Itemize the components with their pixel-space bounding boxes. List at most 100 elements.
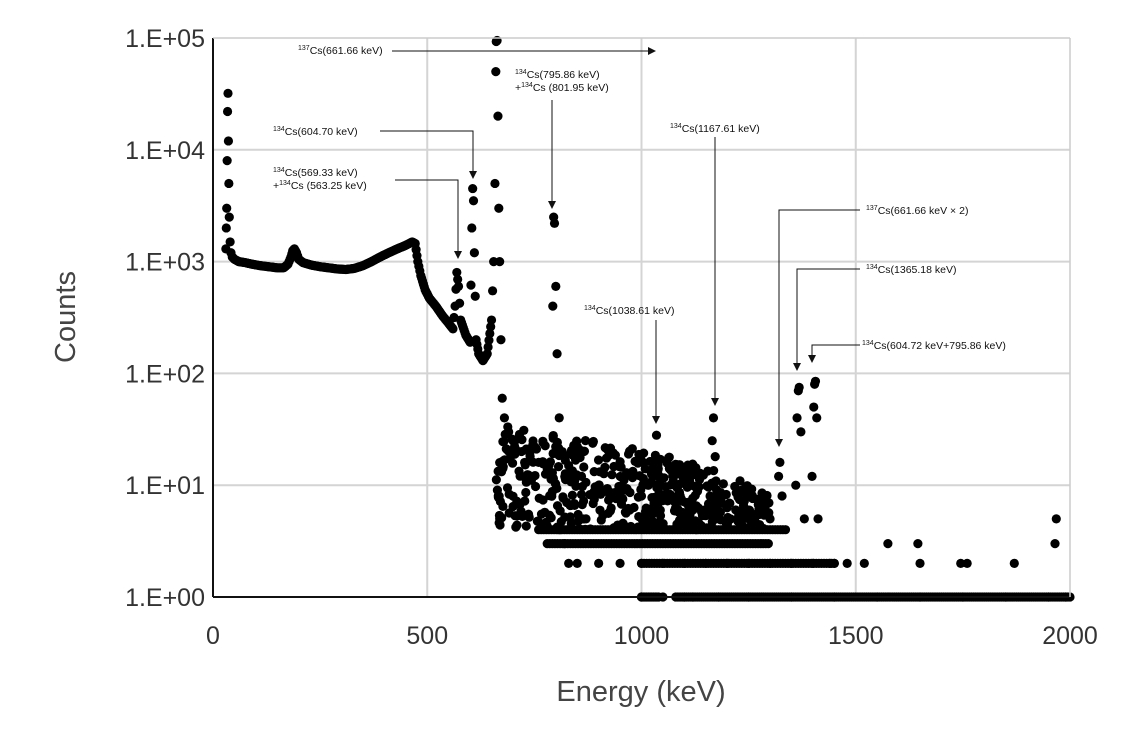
data-point	[221, 223, 231, 233]
data-point	[507, 458, 518, 468]
data-point	[483, 342, 493, 352]
data-point	[468, 183, 478, 194]
data-point	[642, 523, 653, 533]
data-point	[913, 539, 923, 549]
data-point	[577, 500, 587, 510]
data-point	[566, 477, 576, 487]
annotation-label: 134Cs(604.70 keV)	[273, 126, 358, 138]
data-point	[485, 328, 495, 339]
data-point	[653, 483, 663, 493]
annotation-arrow	[775, 209, 860, 447]
data-point	[566, 518, 576, 528]
data-point	[581, 514, 591, 524]
data-point	[493, 111, 503, 121]
x-tick-label: 1500	[828, 622, 884, 650]
data-point	[552, 349, 562, 359]
data-point	[521, 487, 531, 498]
data-point	[451, 284, 461, 294]
data-point	[573, 516, 583, 526]
annotation-label: 134Cs(1167.61 keV)	[670, 123, 760, 135]
data-point	[647, 509, 658, 519]
data-point	[530, 481, 541, 492]
data-point	[564, 558, 574, 568]
data-point	[774, 471, 784, 481]
data-point	[735, 476, 745, 486]
data-point	[580, 524, 590, 534]
data-point	[694, 474, 705, 485]
data-point	[222, 156, 232, 166]
data-point	[481, 350, 491, 360]
data-point	[225, 237, 235, 247]
data-point	[572, 558, 582, 568]
data-point	[794, 382, 804, 392]
data-point	[674, 487, 685, 497]
annotation-label: 137Cs(661.66 keV)	[298, 45, 383, 57]
data-point	[718, 479, 728, 489]
annotation-arrow	[808, 344, 860, 363]
data-point	[548, 301, 558, 311]
data-point	[504, 427, 514, 437]
annotation-label-line2: +134Cs (801.95 keV)	[515, 82, 609, 94]
data-point	[703, 466, 713, 476]
data-point	[663, 453, 674, 463]
annotation-label: 134Cs(569.33 keV)	[273, 167, 358, 179]
data-point	[466, 280, 476, 290]
data-point	[554, 413, 564, 423]
axes	[212, 37, 1071, 598]
data-point	[464, 336, 474, 346]
x-tick-label: 0	[206, 622, 220, 650]
data-point	[812, 413, 822, 423]
data-point	[560, 471, 570, 482]
data-point	[842, 558, 852, 568]
data-point	[633, 522, 643, 532]
data-point	[748, 520, 758, 531]
data-point	[449, 312, 459, 323]
data-point	[753, 499, 763, 510]
data-point	[799, 514, 809, 524]
data-point	[486, 315, 497, 325]
data-point	[636, 558, 647, 568]
data-point	[224, 212, 234, 222]
data-point	[807, 471, 817, 481]
data-point	[521, 521, 531, 531]
data-point	[810, 376, 821, 386]
y-axis-title: Counts	[50, 271, 82, 363]
x-tick-label: 500	[406, 622, 448, 650]
y-tick-label: 1.E+03	[125, 249, 205, 277]
data-point	[570, 455, 581, 465]
data-point	[520, 460, 530, 470]
data-point	[491, 67, 501, 77]
data-point	[705, 491, 715, 501]
data-point	[1050, 539, 1060, 549]
data-points	[221, 35, 1075, 602]
data-point	[499, 436, 509, 447]
data-point	[679, 558, 689, 568]
data-point	[685, 497, 695, 507]
data-point	[559, 539, 569, 549]
data-point	[562, 497, 572, 508]
data-point	[1051, 514, 1061, 524]
data-point	[503, 446, 513, 456]
data-point	[714, 497, 724, 508]
data-point	[511, 522, 521, 532]
data-point	[504, 489, 514, 499]
data-point	[741, 486, 751, 496]
data-point	[468, 196, 479, 206]
x-tick-label: 2000	[1042, 622, 1098, 650]
data-point	[707, 436, 717, 446]
data-point	[540, 441, 550, 451]
data-point	[548, 433, 558, 443]
data-point	[223, 88, 233, 98]
x-tick-label: 1000	[614, 622, 670, 650]
data-point	[491, 475, 501, 485]
data-point	[808, 558, 818, 568]
data-point	[470, 291, 480, 301]
data-point	[708, 413, 719, 423]
data-point	[765, 514, 775, 524]
annotation-label: 134Cs(1365.18 keV)	[866, 264, 956, 276]
data-point	[579, 446, 589, 457]
annotation-label-line2: +134Cs (563.25 keV)	[273, 180, 367, 192]
data-point	[490, 178, 500, 189]
data-point	[615, 471, 625, 482]
data-point	[223, 136, 234, 146]
